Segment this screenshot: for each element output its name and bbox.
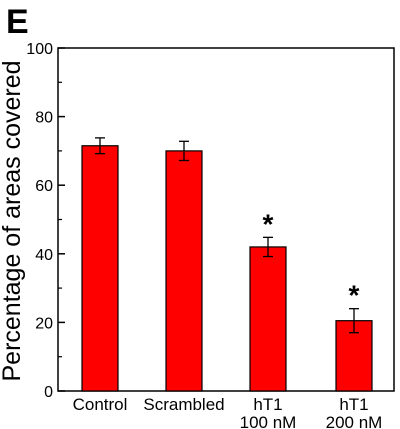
y-tick-label: 60	[35, 178, 53, 195]
x-category-label: 200 nM	[326, 413, 383, 429]
y-tick-label: 80	[35, 110, 53, 127]
y-axis-label: Percentage of areas covered	[0, 60, 26, 381]
bar	[165, 150, 203, 392]
y-tick-label: 20	[35, 315, 53, 332]
x-category-label: Control	[73, 395, 128, 414]
x-category-label: 100 nM	[240, 413, 297, 429]
bar	[335, 320, 373, 392]
y-tick-label: 0	[44, 384, 53, 401]
panel-letter: E	[6, 3, 29, 41]
x-category-label: hT1	[339, 395, 368, 414]
significance-marker: *	[349, 280, 360, 311]
x-category-label: Scrambled	[143, 395, 224, 414]
bar	[249, 246, 287, 392]
y-tick-label: 40	[35, 247, 53, 264]
bar	[81, 145, 119, 392]
significance-marker: *	[263, 208, 274, 239]
y-tick-label: 100	[26, 41, 53, 58]
x-category-label: hT1	[253, 395, 282, 414]
